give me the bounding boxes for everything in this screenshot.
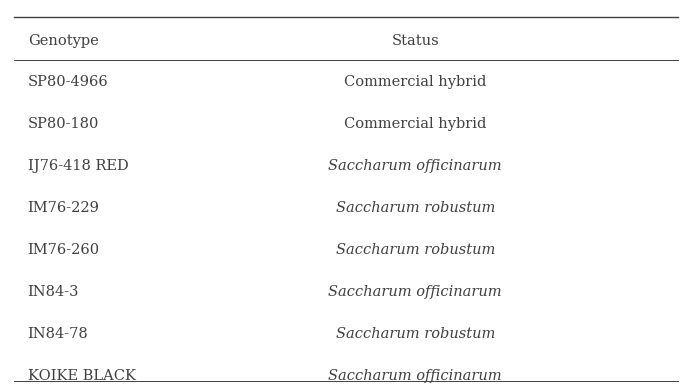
Text: IJ76-418 RED: IJ76-418 RED xyxy=(28,159,129,173)
Text: Saccharum officinarum: Saccharum officinarum xyxy=(329,369,502,383)
Text: IM76-229: IM76-229 xyxy=(28,201,100,215)
Text: KOIKE BLACK: KOIKE BLACK xyxy=(28,369,136,383)
Text: IM76-260: IM76-260 xyxy=(28,243,100,257)
Text: Saccharum officinarum: Saccharum officinarum xyxy=(329,159,502,173)
Text: Commercial hybrid: Commercial hybrid xyxy=(344,75,486,89)
Text: Saccharum robustum: Saccharum robustum xyxy=(336,201,495,215)
Text: Commercial hybrid: Commercial hybrid xyxy=(344,117,486,131)
Text: Genotype: Genotype xyxy=(28,34,98,48)
Text: SP80-4966: SP80-4966 xyxy=(28,75,109,89)
Text: Status: Status xyxy=(391,34,439,48)
Text: Saccharum robustum: Saccharum robustum xyxy=(336,243,495,257)
Text: SP80-180: SP80-180 xyxy=(28,117,99,131)
Text: Saccharum robustum: Saccharum robustum xyxy=(336,327,495,341)
Text: Saccharum officinarum: Saccharum officinarum xyxy=(329,285,502,299)
Text: IN84-78: IN84-78 xyxy=(28,327,89,341)
Text: IN84-3: IN84-3 xyxy=(28,285,79,299)
